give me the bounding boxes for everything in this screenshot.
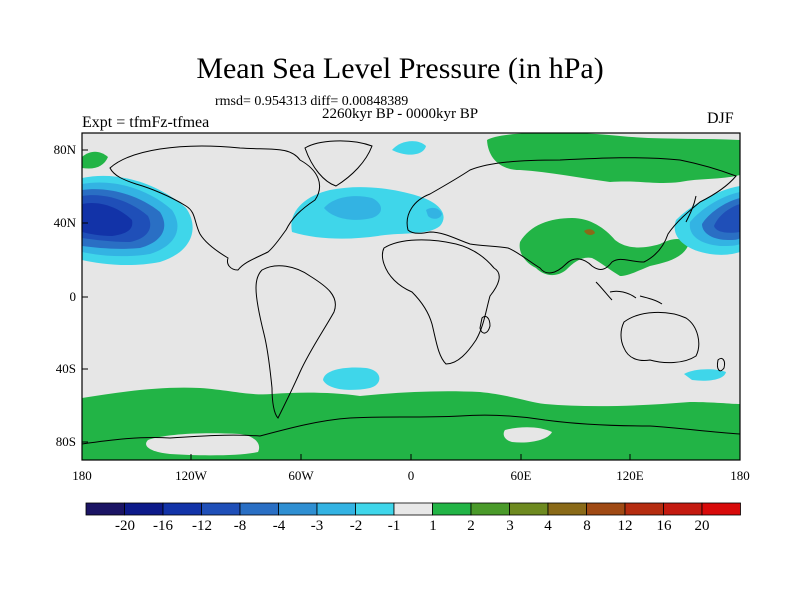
arctic-green-west xyxy=(82,151,108,169)
lon-label-120e: 120E xyxy=(616,468,644,483)
colorbar-swatch xyxy=(239,502,279,516)
map-title: Mean Sea Level Pressure (in hPa) xyxy=(196,52,604,85)
lon-label-0: 0 xyxy=(407,468,415,483)
colorbar-swatch xyxy=(432,502,472,516)
stats-line: rmsd= 0.954313 diff= 0.00848389 xyxy=(215,94,409,109)
coast-greenland xyxy=(304,140,373,187)
lat-label-80n: 80N xyxy=(53,142,76,157)
colorbar-swatch xyxy=(316,502,356,516)
colorbar-label: 3 xyxy=(506,518,514,534)
coast-new-zealand xyxy=(717,357,725,372)
north-atlantic-blue xyxy=(291,187,444,239)
antarctic-hole-2 xyxy=(503,427,552,443)
antarctic-hole-1 xyxy=(146,433,260,456)
brown-patch xyxy=(584,229,595,236)
arctic-blue xyxy=(392,141,426,155)
colorbar-swatch xyxy=(624,502,664,516)
colorbar-label: -4 xyxy=(272,518,286,534)
colorbar-label: -1 xyxy=(387,518,401,534)
colorbar-swatch xyxy=(124,502,164,516)
coast-antarctica xyxy=(82,414,740,445)
coast-madagascar xyxy=(479,315,491,334)
north-pacific-west-blue xyxy=(82,175,193,266)
colorbar-label: 16 xyxy=(656,518,672,534)
lat-label-40n: 40N xyxy=(53,215,76,230)
colorbar-label: 20 xyxy=(694,518,710,534)
colorbar-swatch xyxy=(355,502,395,516)
lon-label-60e: 60E xyxy=(510,468,532,483)
colorbar-swatch xyxy=(547,502,587,516)
lon-label-60w: 60W xyxy=(288,468,314,483)
coast-south-america xyxy=(255,265,336,419)
coast-north-america xyxy=(109,145,320,271)
colorbar-label: 1 xyxy=(429,518,437,534)
coast-australia xyxy=(620,311,700,364)
lon-label-180w: 180 xyxy=(72,468,92,483)
lat-label-80s: 80S xyxy=(55,434,76,449)
season-label: DJF xyxy=(707,110,734,127)
colorbar-swatch xyxy=(162,502,202,516)
colorbar-swatch xyxy=(201,502,241,516)
coast-indonesia xyxy=(595,281,663,305)
colorbar-label: -16 xyxy=(153,518,173,534)
coast-japan xyxy=(685,195,697,223)
south-atlantic-blue xyxy=(323,367,380,390)
lon-label-180e: 180 xyxy=(730,468,750,483)
north-pacific-east-blue xyxy=(674,186,740,255)
colorbar-swatch xyxy=(393,502,433,516)
colorbar-label: -3 xyxy=(310,518,324,534)
colorbar-label: -20 xyxy=(115,518,135,534)
colorbar-label: -12 xyxy=(192,518,212,534)
coast-europe-asia xyxy=(406,157,737,274)
lat-label-0: 0 xyxy=(69,289,77,304)
experiment-line: Expt = tfmFz-tfmea xyxy=(82,114,210,131)
period-line: 2260kyr BP - 0000kyr BP xyxy=(322,106,479,122)
colorbar-swatch xyxy=(509,502,549,516)
south-pacific-blue xyxy=(684,369,726,381)
lat-label-40s: 40S xyxy=(55,361,76,376)
lon-label-120w: 120W xyxy=(175,468,207,483)
map-field xyxy=(82,133,740,460)
colorbar-label: 12 xyxy=(617,518,633,534)
colorbar-label: 8 xyxy=(583,518,591,534)
colorbar-swatch xyxy=(586,502,626,516)
colorbar-label: 2 xyxy=(467,518,475,534)
colorbar xyxy=(85,502,741,516)
colorbar-swatch xyxy=(663,502,703,516)
colorbar-label: 4 xyxy=(544,518,552,534)
coastlines xyxy=(82,140,740,445)
colorbar-swatch xyxy=(85,502,125,516)
colorbar-swatch xyxy=(701,502,741,516)
axis-ticks xyxy=(82,149,631,460)
colorbar-label: -2 xyxy=(349,518,363,534)
coast-africa xyxy=(382,239,500,365)
colorbar-label: -8 xyxy=(233,518,247,534)
colorbar-swatch xyxy=(470,502,510,516)
colorbar-swatch xyxy=(278,502,318,516)
